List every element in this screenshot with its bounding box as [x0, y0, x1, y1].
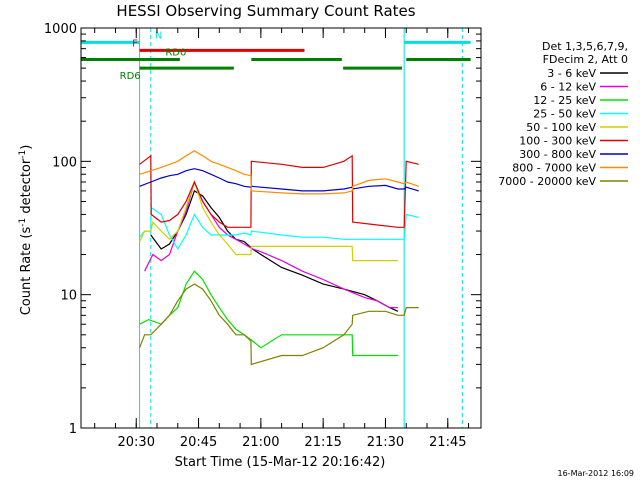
flag-label-rd0: RD0: [165, 48, 186, 59]
series-line-7000-20000-kev: [139, 283, 419, 366]
y-axis-label-end: ): [19, 145, 34, 150]
plot-background: [81, 28, 481, 428]
x-tick-label: 21:45: [429, 435, 466, 450]
y-axis-label-main: Count Rate (s: [19, 227, 34, 316]
series-line-800-7000-kev: [139, 150, 419, 195]
series-line-6-12-kev: [144, 180, 398, 309]
legend-label-3: 25 - 50 keV: [533, 108, 596, 121]
flag-label-rd6: RD6: [120, 71, 141, 82]
y-tick-label: 10: [60, 289, 77, 304]
x-tick-label: 21:00: [242, 435, 279, 450]
axes-layer: 1 10 100 1000 20:30 20:45 21:00 21:15 21:30 21:45: [44, 22, 482, 450]
flag-layer: N F RD0 RD6: [81, 30, 471, 82]
legend-label-2: 12 - 25 keV: [533, 94, 596, 107]
legend-label-8: 7000 - 20000 keV: [498, 175, 596, 188]
x-tick-label: 21:15: [304, 435, 341, 450]
flag-label-n: N: [155, 30, 162, 41]
footer-timestamp: 16-Mar-2012 16:09: [558, 469, 635, 478]
flag-label-f: F: [132, 38, 138, 49]
x-axis-label: Start Time (15-Mar-12 20:16:42): [175, 455, 386, 470]
legend-label-4: 50 - 100 keV: [526, 121, 596, 134]
x-tick-label: 21:30: [367, 435, 404, 450]
legend-label-7: 800 - 7000 keV: [512, 162, 596, 175]
series-line-50-100-kev: [139, 180, 398, 262]
legend-label-1: 6 - 12 keV: [540, 81, 596, 94]
y-axis-label-sup1: -1: [18, 218, 28, 227]
y-tick-label: 1000: [44, 22, 77, 37]
chart-title: HESSI Observing Summary Count Rates: [116, 2, 415, 20]
legend: Det 1,3,5,6,7,9, FDecim 2, Att 0 3 - 6 k…: [498, 40, 628, 188]
legend-label-6: 300 - 800 keV: [519, 148, 596, 161]
legend-header-line-1: Det 1,3,5,6,7,9,: [542, 40, 628, 53]
data-layer: [139, 28, 463, 428]
x-tick-label: 20:30: [118, 435, 155, 450]
series-line-100-300-kev: [139, 154, 419, 228]
y-axis-label-sup2: -1: [18, 150, 28, 159]
y-tick-label: 1: [69, 422, 77, 437]
legend-label-5: 100 - 300 keV: [519, 135, 596, 148]
legend-header-line-2: FDecim 2, Att 0: [543, 53, 628, 66]
y-axis-label-mid: detector: [19, 158, 34, 218]
y-axis-label: Count Rate (s-1 detector-1): [18, 145, 34, 316]
y-tick-label: 100: [52, 155, 77, 170]
plot-area: [81, 28, 481, 428]
legend-label-0: 3 - 6 keV: [547, 67, 596, 80]
x-tick-label: 20:45: [180, 435, 217, 450]
series-line-12-25-kev: [139, 270, 398, 357]
plot-frame: [80, 27, 482, 429]
